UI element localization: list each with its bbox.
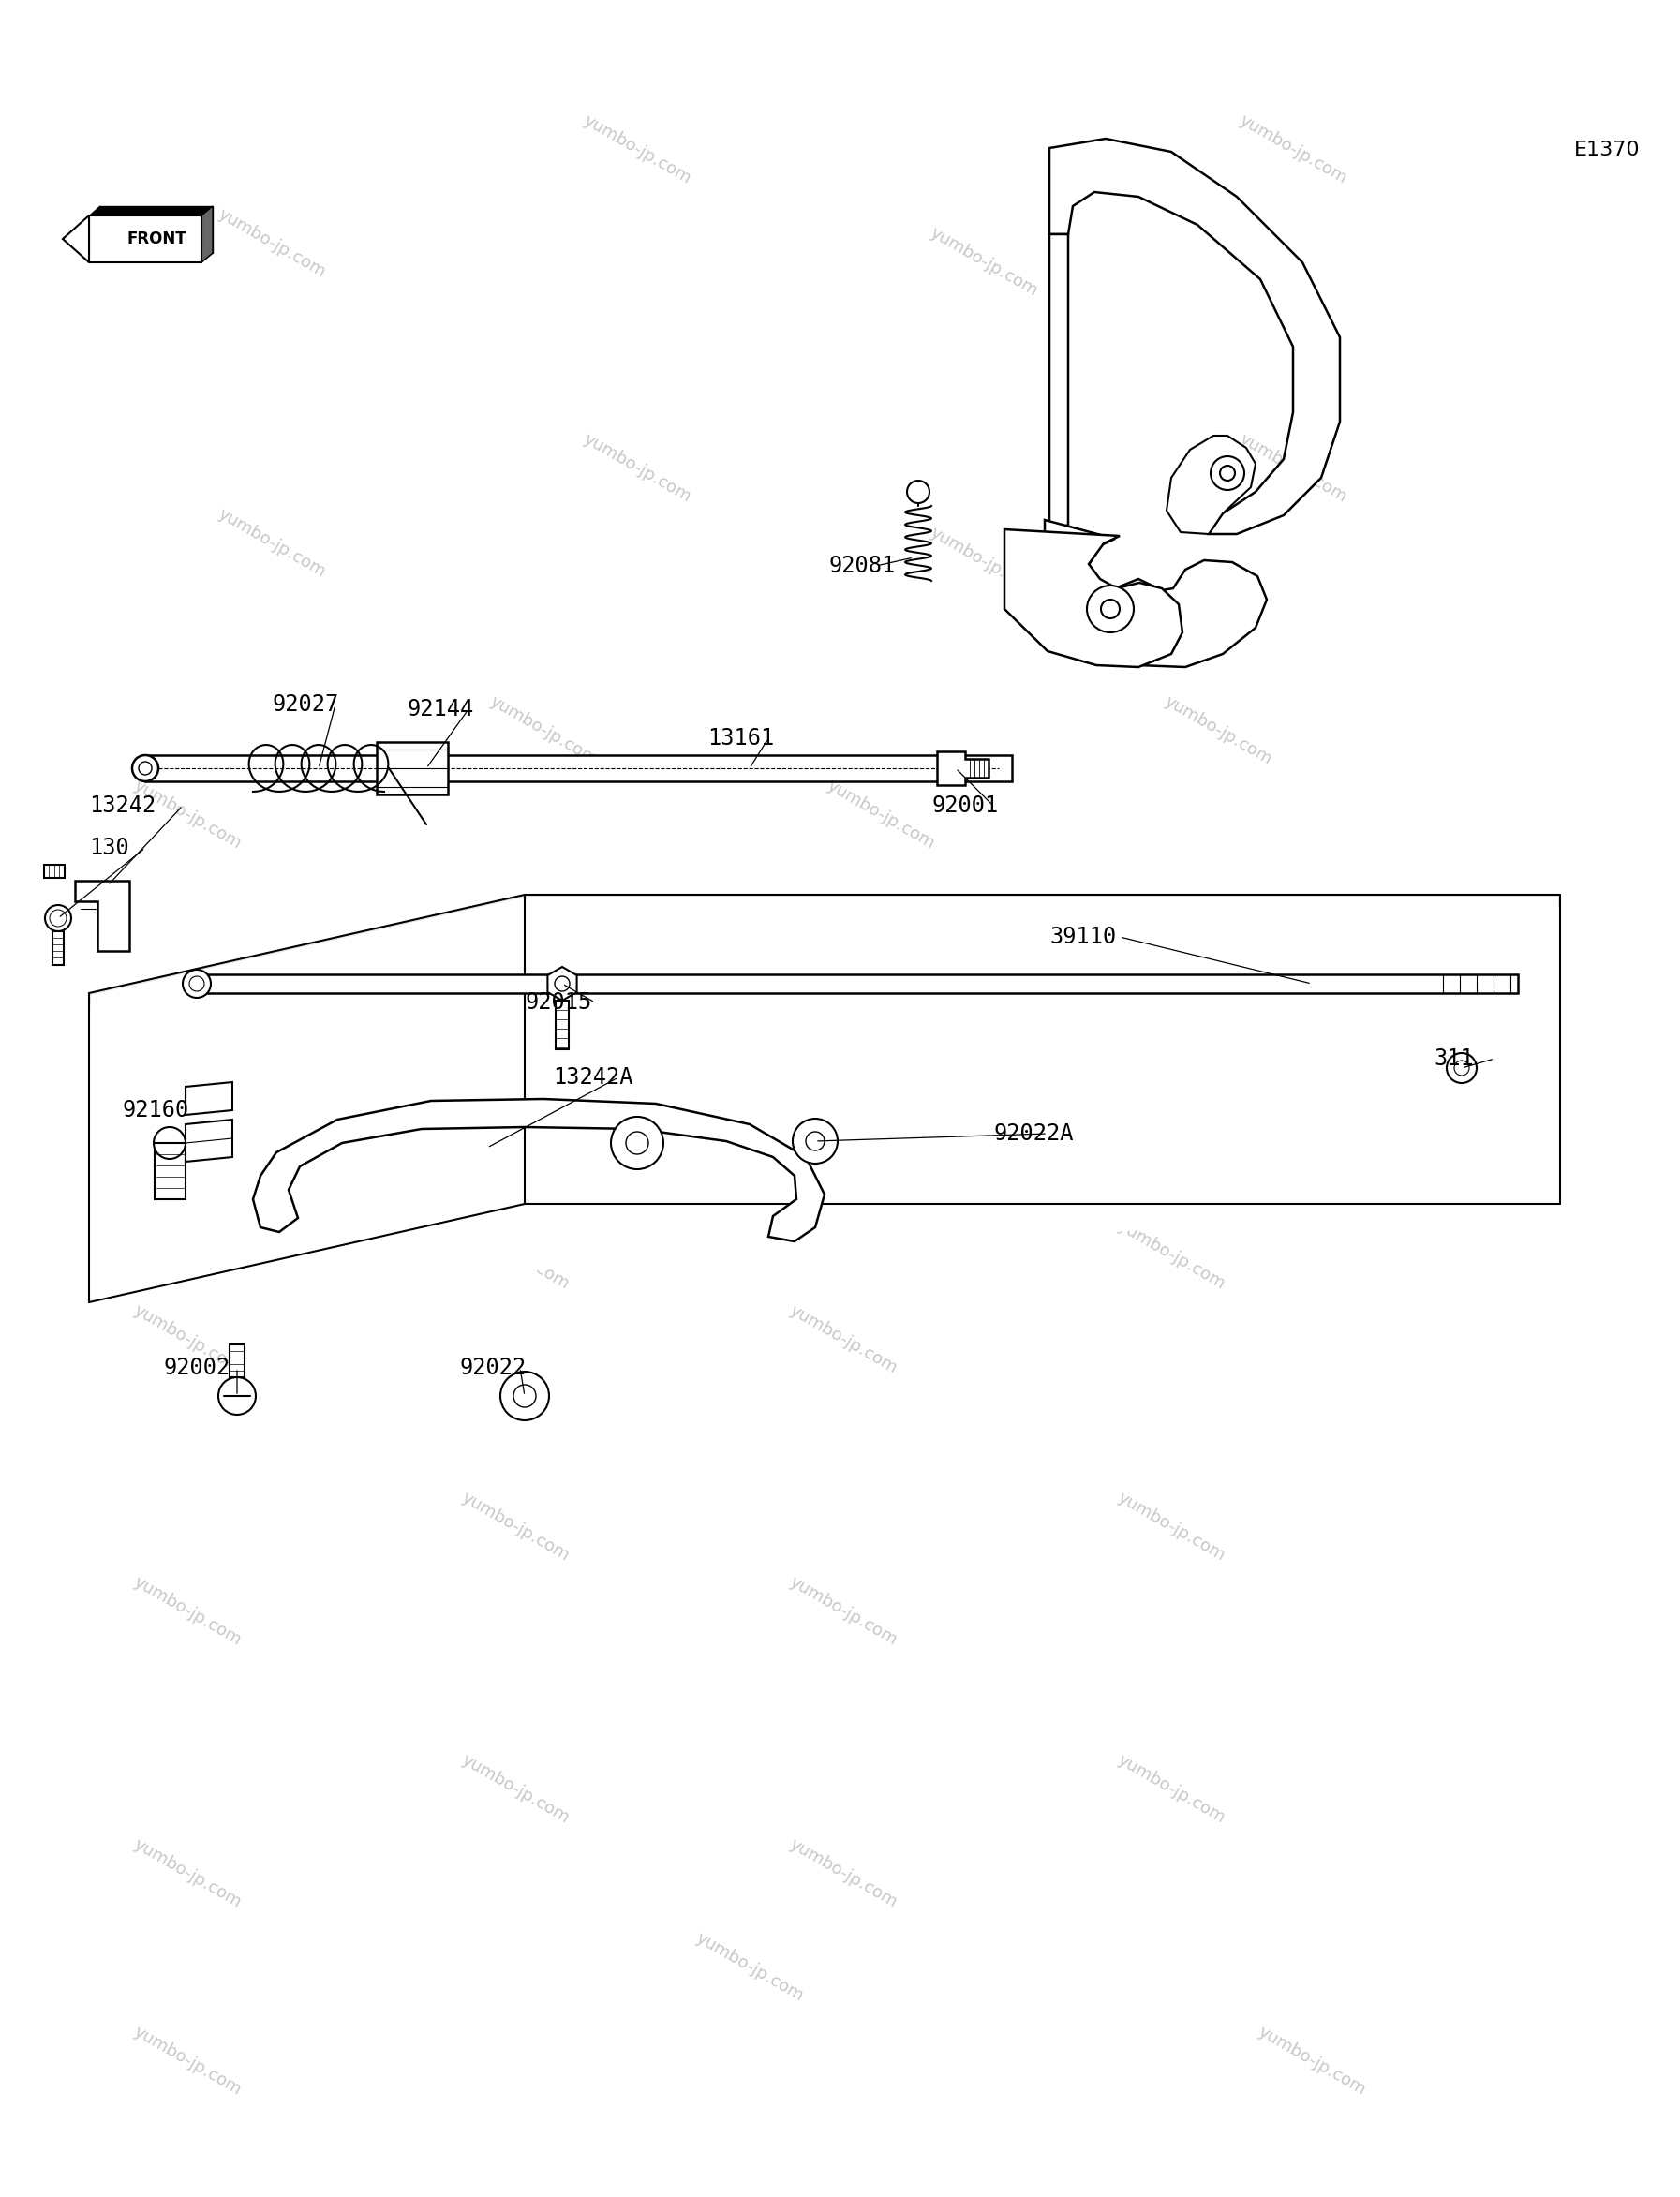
Polygon shape [91, 896, 1557, 1301]
Polygon shape [548, 967, 576, 1000]
Circle shape [806, 1131, 825, 1151]
Polygon shape [62, 215, 89, 261]
Polygon shape [52, 932, 64, 964]
Text: 311: 311 [1433, 1048, 1473, 1070]
Text: yumbo-jp.com: yumbo-jp.com [1114, 1217, 1228, 1294]
Circle shape [627, 1131, 648, 1153]
Circle shape [153, 1127, 185, 1160]
Text: 92144: 92144 [408, 699, 474, 721]
Polygon shape [74, 207, 101, 253]
Polygon shape [44, 866, 64, 879]
Text: yumbo-jp.com: yumbo-jp.com [131, 1039, 244, 1116]
Text: yumbo-jp.com: yumbo-jp.com [459, 1217, 573, 1294]
Text: yumbo-jp.com: yumbo-jp.com [131, 778, 244, 852]
Text: yumbo-jp.com: yumbo-jp.com [786, 1573, 900, 1650]
Text: yumbo-jp.com: yumbo-jp.com [1236, 431, 1349, 505]
Circle shape [190, 975, 205, 991]
Circle shape [612, 1116, 664, 1169]
Text: 13161: 13161 [707, 727, 774, 749]
Text: 92081: 92081 [830, 554, 895, 578]
Text: yumbo-jp.com: yumbo-jp.com [459, 1490, 573, 1564]
Polygon shape [89, 215, 202, 261]
Text: yumbo-jp.com: yumbo-jp.com [1161, 692, 1275, 769]
Polygon shape [185, 1083, 232, 1114]
Circle shape [133, 756, 158, 782]
Text: 92160: 92160 [123, 1098, 188, 1120]
Text: E1370: E1370 [1574, 141, 1640, 158]
Text: yumbo-jp.com: yumbo-jp.com [692, 1929, 806, 2006]
Text: 92022A: 92022A [993, 1123, 1074, 1145]
Text: yumbo-jp.com: yumbo-jp.com [131, 1573, 244, 1650]
Text: yumbo-jp.com: yumbo-jp.com [487, 692, 600, 769]
Text: yumbo-jp.com: yumbo-jp.com [215, 505, 329, 580]
Text: yumbo-jp.com: yumbo-jp.com [580, 112, 694, 187]
Text: 92015: 92015 [524, 991, 591, 1013]
Polygon shape [185, 1120, 232, 1162]
Text: yumbo-jp.com: yumbo-jp.com [131, 1837, 244, 1911]
Text: yumbo-jp.com: yumbo-jp.com [786, 1039, 900, 1116]
Text: yumbo-jp.com: yumbo-jp.com [131, 1303, 244, 1378]
Circle shape [1455, 1061, 1470, 1077]
Polygon shape [144, 756, 1011, 782]
Text: 92027: 92027 [272, 694, 338, 716]
Text: yumbo-jp.com: yumbo-jp.com [580, 431, 694, 505]
Circle shape [501, 1371, 549, 1419]
Polygon shape [89, 253, 213, 261]
Polygon shape [76, 881, 129, 951]
Text: yumbo-jp.com: yumbo-jp.com [131, 2023, 244, 2098]
Circle shape [183, 969, 210, 997]
Text: yumbo-jp.com: yumbo-jp.com [1114, 956, 1228, 1030]
Polygon shape [62, 228, 101, 261]
Polygon shape [230, 1345, 245, 1378]
Text: 92002: 92002 [165, 1356, 230, 1380]
Circle shape [139, 762, 151, 776]
Text: yumbo-jp.com: yumbo-jp.com [469, 956, 581, 1030]
Circle shape [1087, 587, 1134, 633]
Circle shape [1100, 600, 1119, 617]
Circle shape [514, 1384, 536, 1408]
Circle shape [218, 1378, 255, 1415]
Polygon shape [1050, 235, 1068, 534]
Text: 92001: 92001 [932, 795, 1000, 817]
Polygon shape [101, 207, 213, 253]
Text: yumbo-jp.com: yumbo-jp.com [1255, 2023, 1369, 2098]
Text: yumbo-jp.com: yumbo-jp.com [1236, 112, 1349, 187]
Polygon shape [556, 1000, 570, 1050]
Text: FRONT: FRONT [126, 231, 186, 248]
Text: 39110: 39110 [1050, 925, 1116, 949]
Polygon shape [202, 207, 213, 261]
Text: yumbo-jp.com: yumbo-jp.com [1114, 1490, 1228, 1564]
Polygon shape [188, 973, 1519, 993]
Polygon shape [937, 751, 988, 784]
Polygon shape [155, 1142, 185, 1200]
Polygon shape [89, 894, 1561, 1006]
Polygon shape [1166, 435, 1255, 534]
Text: yumbo-jp.com: yumbo-jp.com [927, 525, 1040, 600]
Polygon shape [1005, 529, 1183, 668]
Text: 92022: 92022 [459, 1356, 526, 1380]
Circle shape [45, 905, 71, 932]
Circle shape [793, 1118, 838, 1164]
Circle shape [1446, 1052, 1477, 1083]
Circle shape [50, 910, 67, 927]
Text: yumbo-jp.com: yumbo-jp.com [786, 1837, 900, 1911]
Polygon shape [254, 1098, 825, 1241]
Text: 130: 130 [89, 837, 129, 859]
Polygon shape [376, 743, 449, 795]
Text: yumbo-jp.com: yumbo-jp.com [215, 207, 329, 281]
Text: yumbo-jp.com: yumbo-jp.com [927, 224, 1040, 301]
Circle shape [1220, 466, 1235, 481]
Polygon shape [1050, 138, 1341, 534]
Circle shape [554, 975, 570, 991]
Polygon shape [1045, 521, 1267, 668]
Circle shape [1211, 457, 1245, 490]
Text: yumbo-jp.com: yumbo-jp.com [823, 778, 937, 852]
Text: 13242: 13242 [89, 795, 156, 817]
Text: yumbo-jp.com: yumbo-jp.com [786, 1303, 900, 1378]
Text: 13242A: 13242A [553, 1066, 633, 1090]
Text: yumbo-jp.com: yumbo-jp.com [459, 1751, 573, 1828]
Text: yumbo-jp.com: yumbo-jp.com [1114, 1751, 1228, 1828]
